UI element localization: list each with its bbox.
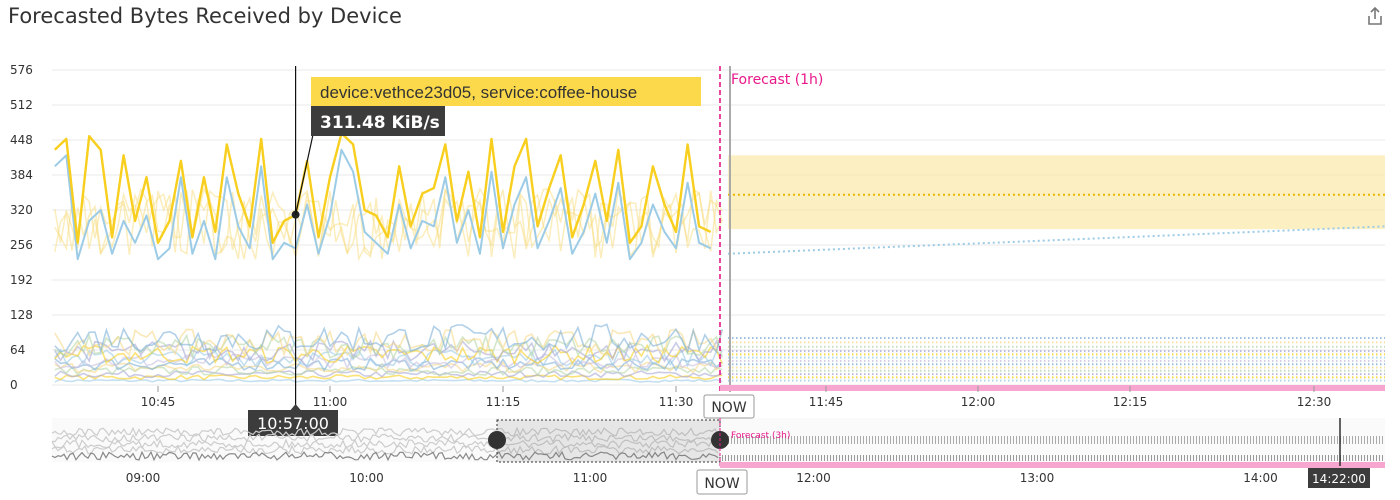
now-label: NOW [711,400,746,416]
now-badge [703,394,755,419]
tooltip-series-bg [311,77,701,106]
tooltip-value: 311.48 KiB/s [320,113,440,133]
x-tick-label: 12:30 [1297,395,1332,409]
y-tick-label: 448 [10,133,33,147]
navigator-forecast-bar [720,462,1385,468]
navigator-x-tick-label: 09:00 [126,471,161,485]
navigator-x-tick-label: 12:00 [796,471,831,485]
navigator-x-tick-label: 10:00 [349,471,384,485]
navigator-x-tick-label: 14:00 [1243,471,1278,485]
share-icon[interactable] [1366,6,1384,26]
forecast-band [728,155,1385,230]
blue-series-line [54,148,712,261]
navigator-forecast-label: Forecast (3h) [731,431,790,441]
navigator-series-line [51,450,719,462]
crosshair-time-bg [248,410,338,436]
highlight-series-line [53,132,712,244]
background-series-line [54,369,723,379]
navigator-x-tick-label: 11:00 [573,471,608,485]
x-tick-label: 12:00 [961,395,996,409]
background-series-line [54,378,723,383]
y-tick-label: 384 [10,168,33,182]
blue-series-forecast [727,225,1386,255]
tooltip-series-label: device:vethce23d05, service:coffee-house [320,83,637,102]
crosshair-time-label: 10:57:00 [257,414,329,433]
x-tick-label: 11:45 [809,395,844,409]
x-tick-label: 11:30 [659,395,694,409]
x-tick-label: 10:45 [141,395,176,409]
navigator-x-tick-label: 13:00 [1020,471,1055,485]
y-tick-label: 576 [10,63,33,77]
background-series-line [54,374,723,381]
navigator-series-line [51,426,719,437]
navigator-cursor-time: 14:22:00 [1312,472,1366,486]
faded-series-line [54,187,723,262]
y-tick-label: 256 [10,238,33,252]
y-tick-label: 512 [10,98,33,112]
navigator-now-badge [696,469,748,495]
x-tick-label: 11:15 [486,395,521,409]
navigator-series-line [51,432,719,444]
background-series-line [54,323,723,354]
chart-title: Forecasted Bytes Received by Device [8,4,402,28]
y-tick-label: 320 [10,203,33,217]
background-series-line [54,352,723,371]
background-series-line [54,348,723,368]
forecast-label: Forecast (1h) [731,72,823,88]
forecast-axis-bar [720,385,1385,391]
y-tick-label: 128 [10,308,33,322]
navigator-now-label: NOW [704,476,739,492]
x-tick-label: 11:00 [313,395,348,409]
tooltip-value-bg [311,106,445,136]
tooltip-leader [295,129,315,215]
y-tick-label: 64 [10,343,25,357]
crosshair-time-arrow [290,404,301,410]
y-tick-label: 0 [10,378,18,392]
x-tick-label: 12:15 [1113,395,1148,409]
background-series-line [54,333,723,360]
navigator-selection [496,419,721,463]
y-tick-label: 192 [10,273,33,287]
navigator-cursor-time-bg [1308,468,1370,488]
navigator-handle-left[interactable] [488,431,506,449]
background-series-line [54,365,723,377]
